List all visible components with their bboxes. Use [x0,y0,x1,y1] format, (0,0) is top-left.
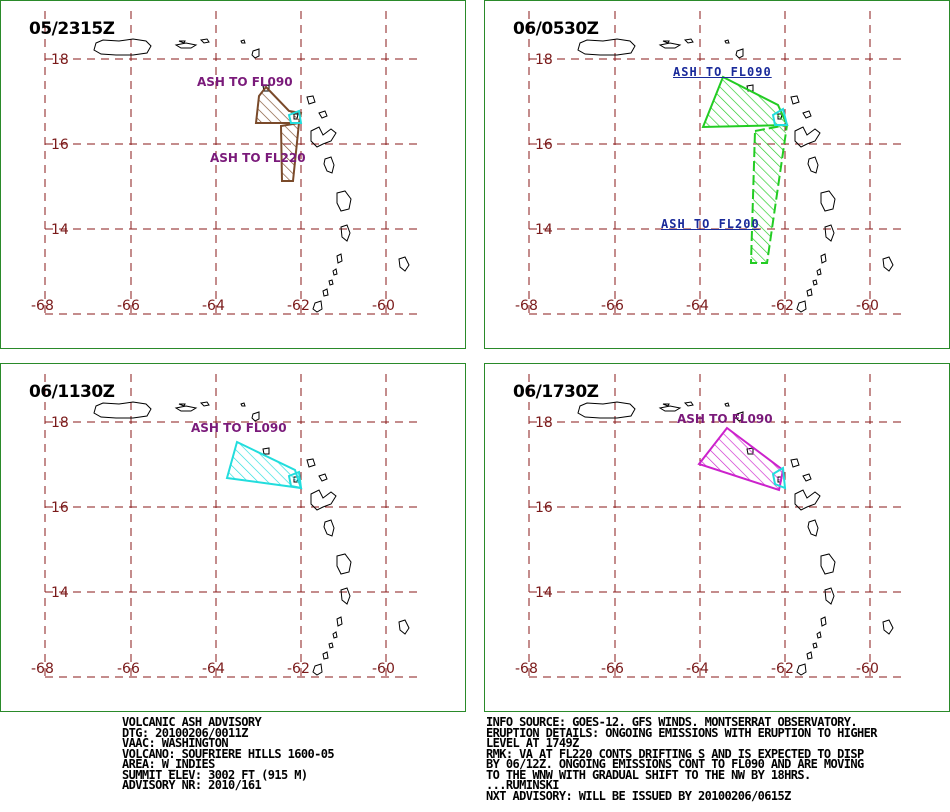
lat-label: 18 [51,52,69,68]
advisory-line: BY 06/12Z. ONGOING EMISSIONS CONT TO FL0… [486,757,864,771]
map-canvas-3 [44,374,421,678]
map-canvas-4 [528,374,905,678]
ash-label-fl090: ASH TO FL090 [197,75,293,89]
ash-label-fl200: ASH TO FL200 [661,217,760,231]
advisory-line: ...RUMINSKI [486,778,559,792]
panel-title: 06/1730Z [513,382,599,402]
lon-label: -62 [287,298,310,314]
island-outlines [93,401,410,676]
volcano-marker [771,107,789,126]
graticule [44,11,421,315]
lon-label: -66 [601,661,624,677]
advisory-line: NXT ADVISORY: WILL BE ISSUED BY 20100206… [486,788,791,803]
ash-label-fl090: ASH TO FL090 [673,65,772,79]
lon-label: -66 [601,298,624,314]
graticule [44,374,421,678]
advisory-details-text: INFO SOURCE: GOES-12. GFS WINDS. MONTSER… [486,715,877,803]
lon-label: -64 [202,661,225,677]
ash-label-fl090: ASH TO FL090 [191,421,287,435]
ash-label-fl090: ASH TO FL090 [677,412,773,426]
lon-label: -68 [31,661,54,677]
lon-label: -60 [372,661,395,677]
advisory-line: ADVISORY NR: 2010/161 [122,778,262,792]
volcano-marker [287,109,303,124]
advisory-line: ERUPTION DETAILS: ONGOING EMISSIONS WITH… [486,725,877,740]
lon-label: -62 [287,661,310,677]
lon-label: -68 [31,298,54,314]
lat-label: 18 [51,415,69,431]
lat-label: 18 [535,415,553,431]
advisory-line: VOLCANIC ASH ADVISORY [122,715,262,729]
lon-label: -62 [771,661,794,677]
lat-label: 14 [535,585,553,601]
panel-title: 06/0530Z [513,19,599,39]
map-panel-4: 06/1730Z ASH TO FL090 18 16 14 -68 -66 -… [484,363,950,712]
lat-label: 16 [535,500,553,516]
advisory-line: VOLCANO: SOUFRIERE HILLS 1600-05 [122,746,335,761]
advisory-line: SUMMIT ELEV: 3002 FT (915 M) [122,767,308,782]
lon-label: -64 [686,661,709,677]
ash-polygon-fl090 [697,426,785,492]
lat-label: 14 [535,222,553,238]
ash-polygon-fl090 [254,85,303,124]
lat-label: 18 [535,52,553,68]
volcano-marker [287,470,303,490]
ash-polygon-fl200 [749,123,789,264]
lon-label: -66 [117,298,140,314]
volcano-marker [771,466,787,490]
map-panel-2: 06/0530Z ASH TO FL090 ASH TO FL200 18 16… [484,0,950,349]
map-panel-3: 06/1130Z ASH TO FL090 18 16 14 -68 -66 -… [0,363,466,712]
island-outlines [577,38,894,313]
lon-label: -64 [686,298,709,314]
lon-label: -68 [515,661,538,677]
advisory-line: RMK: VA AT FL220 CONTS DRIFTING S AND IS… [486,746,864,761]
map-canvas-1 [44,11,421,315]
lon-label: -66 [117,661,140,677]
lat-label: 16 [535,137,553,153]
panel-title: 05/2315Z [29,19,115,39]
advisory-line: LEVEL AT 1749Z [486,736,579,750]
map-canvas-2 [528,11,905,315]
advisory-line: DTG: 20100206/0011Z [122,725,248,740]
panel-title: 06/1130Z [29,382,115,402]
graticule [528,374,905,678]
advisory-header-text: VOLCANIC ASH ADVISORY DTG: 20100206/0011… [122,715,335,792]
ash-label-fl220: ASH TO FL220 [210,151,306,165]
lon-label: -68 [515,298,538,314]
lat-label: 14 [51,222,69,238]
lon-label: -60 [856,298,879,314]
advisory-line: INFO SOURCE: GOES-12. GFS WINDS. MONTSER… [486,715,858,729]
lat-label: 14 [51,585,69,601]
lon-label: -60 [856,661,879,677]
lon-label: -64 [202,298,225,314]
advisory-line: VAAC: WASHINGTON [122,736,229,750]
lon-label: -60 [372,298,395,314]
graticule [528,11,905,315]
lat-label: 16 [51,137,69,153]
advisory-line: AREA: W_INDIES [122,757,215,771]
advisory-line: TO THE WNW WITH GRADUAL SHIFT TO THE NW … [486,767,811,782]
map-panel-1: 05/2315Z ASH TO FL090 ASH TO FL220 18 16… [0,0,466,349]
lon-label: -62 [771,298,794,314]
lat-label: 16 [51,500,69,516]
